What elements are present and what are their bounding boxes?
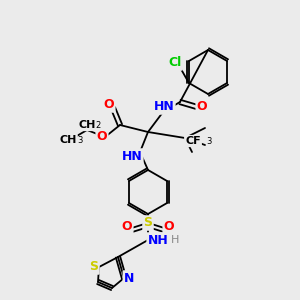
Text: O: O bbox=[164, 220, 174, 233]
Text: CH: CH bbox=[59, 135, 77, 145]
Text: O: O bbox=[104, 98, 114, 112]
Text: CH: CH bbox=[78, 120, 96, 130]
Text: O: O bbox=[197, 100, 207, 113]
Text: 2: 2 bbox=[95, 121, 100, 130]
Text: N: N bbox=[124, 272, 134, 284]
Text: Cl: Cl bbox=[168, 56, 182, 70]
Text: HN: HN bbox=[154, 100, 174, 113]
Text: HN: HN bbox=[122, 149, 142, 163]
Text: H: H bbox=[171, 235, 179, 245]
Text: S: S bbox=[143, 217, 152, 230]
Text: O: O bbox=[97, 130, 107, 143]
Text: 3: 3 bbox=[77, 136, 83, 145]
Text: O: O bbox=[122, 220, 132, 233]
Text: 3: 3 bbox=[206, 137, 212, 146]
Text: S: S bbox=[89, 260, 98, 274]
Text: NH: NH bbox=[148, 233, 168, 247]
Text: CF: CF bbox=[185, 136, 201, 146]
